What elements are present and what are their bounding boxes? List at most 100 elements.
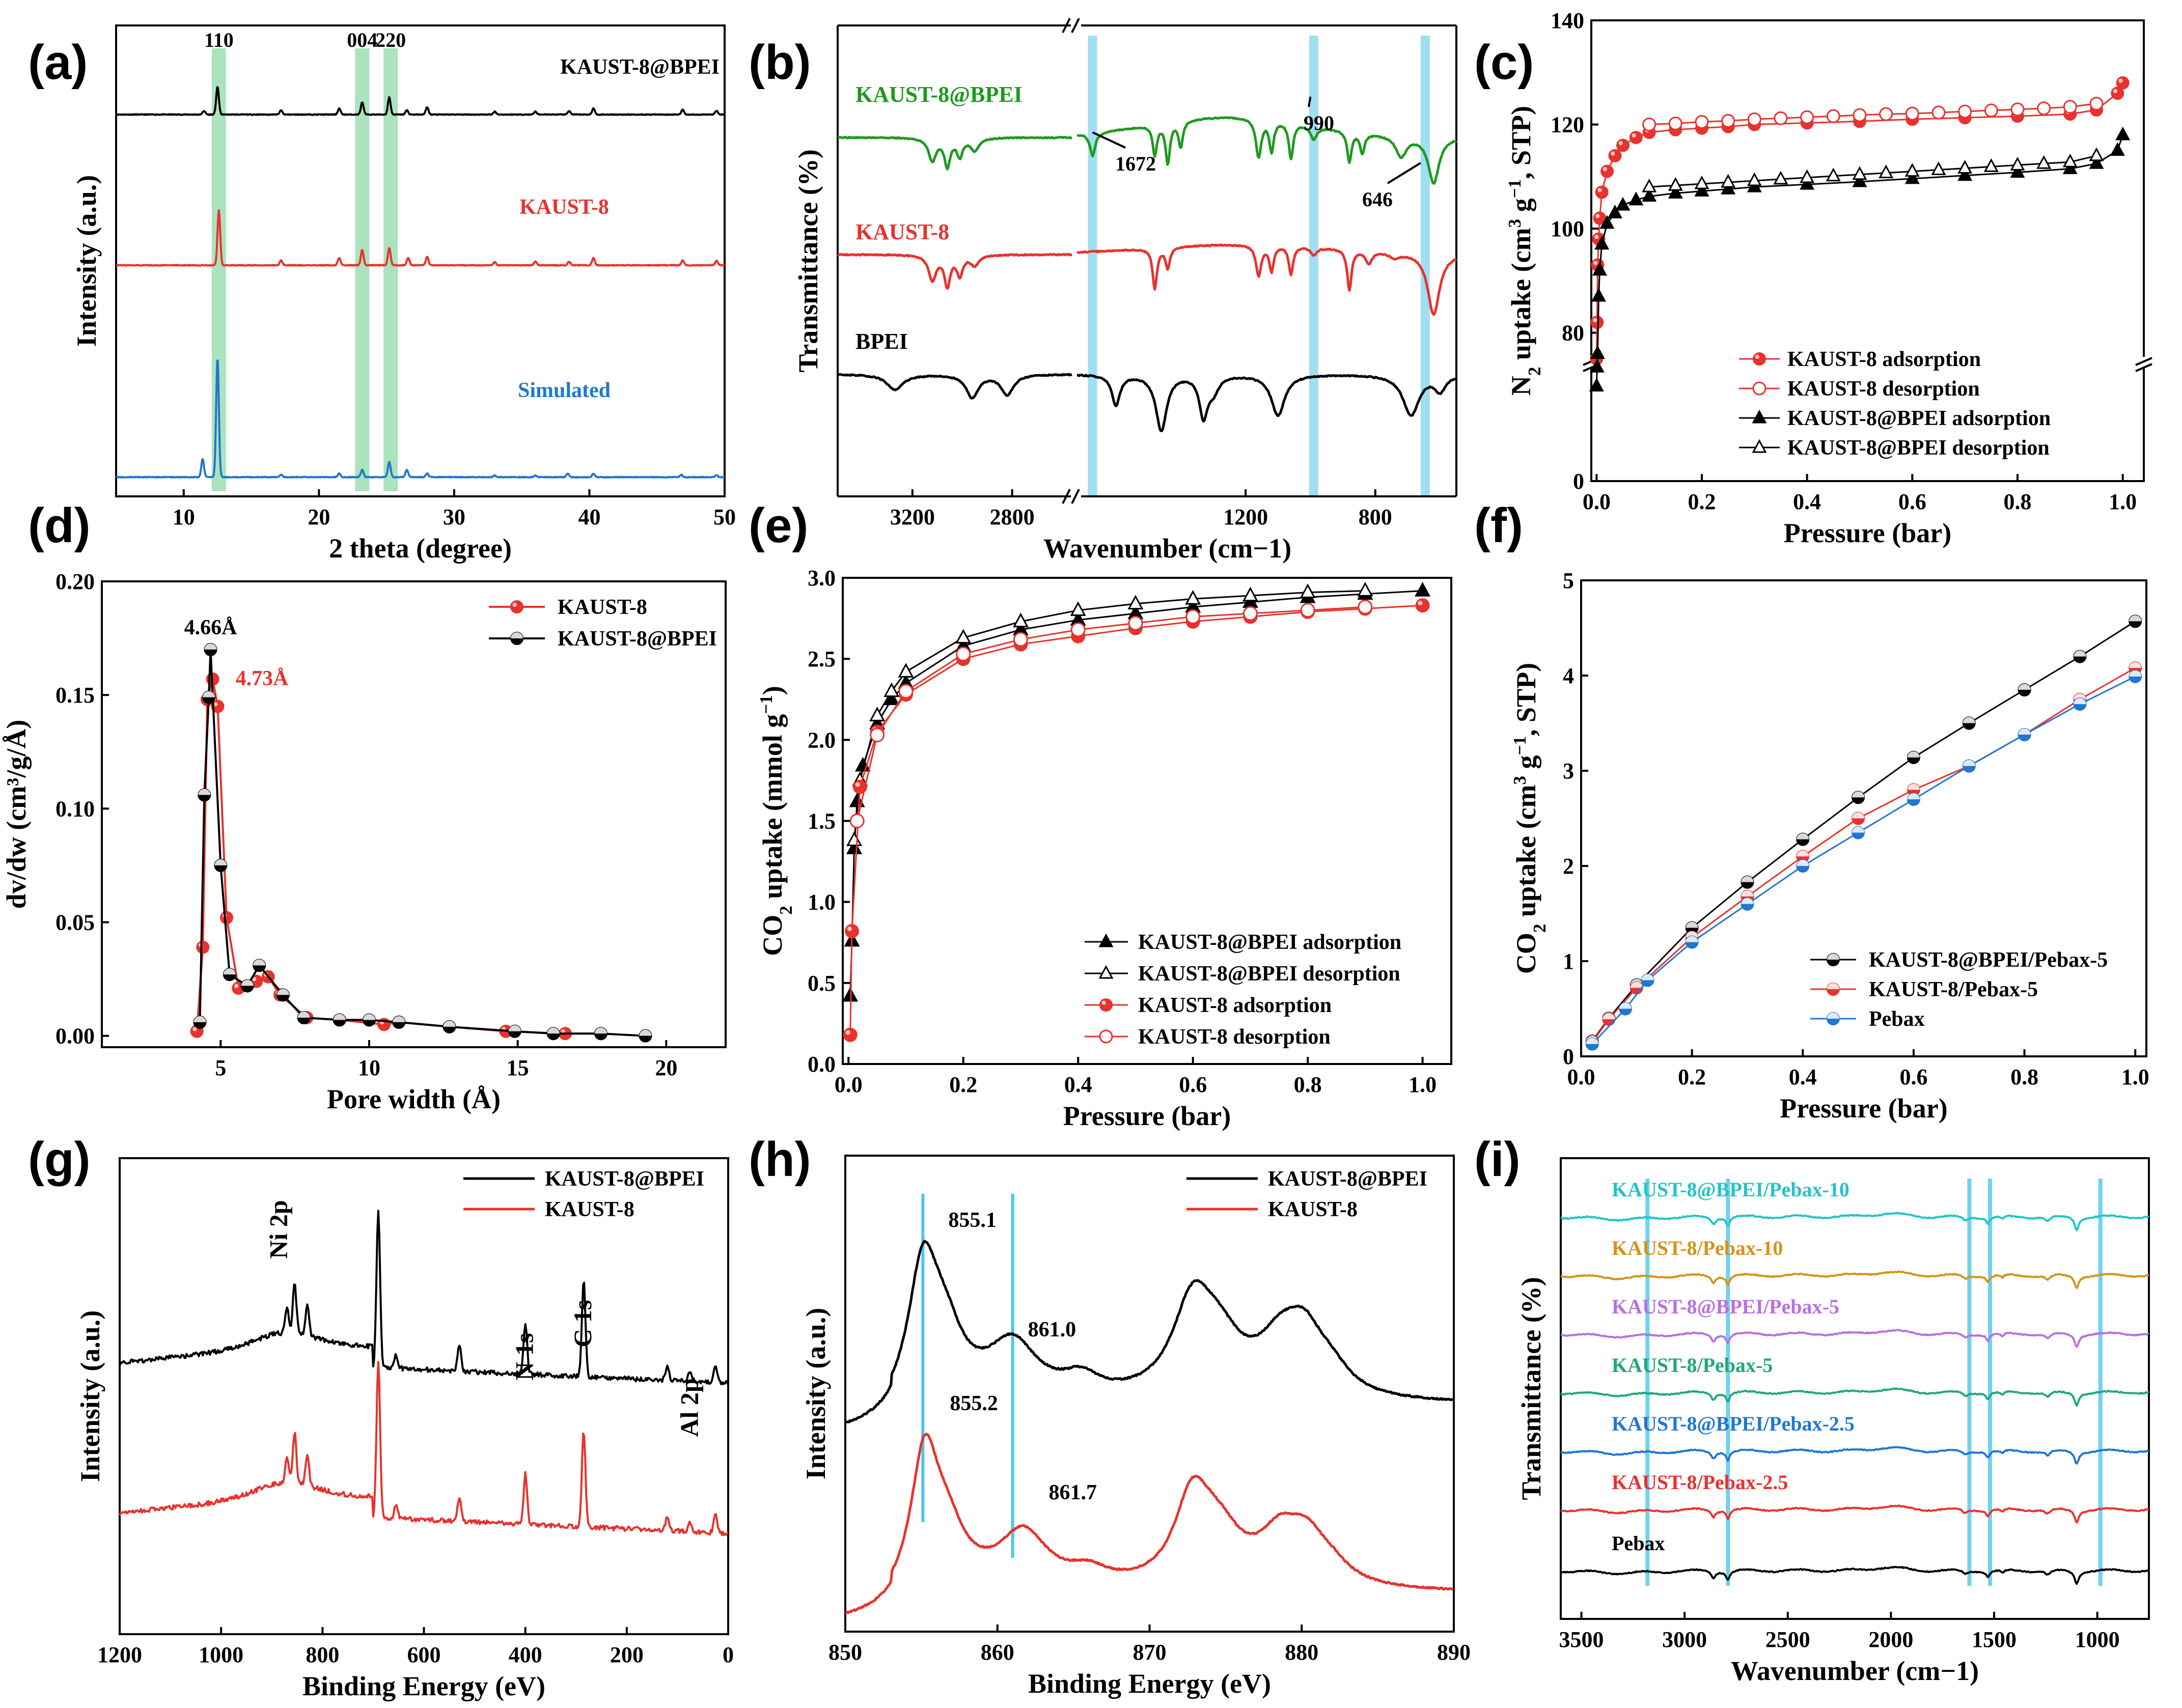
data-point (845, 923, 860, 938)
data-point-half (277, 989, 289, 995)
x-tick-label: 2500 (1765, 1627, 1810, 1652)
x-tick-label: 30 (443, 505, 465, 529)
data-point (1590, 345, 1605, 359)
x-tick-label: 3200 (890, 505, 935, 529)
xrd-series-line (116, 209, 725, 267)
x-tick-label: 880 (1285, 1640, 1318, 1665)
xrd-series-line (116, 86, 725, 116)
data-point-half (508, 1025, 521, 1031)
data-point (1592, 262, 1608, 276)
data-point (2115, 126, 2131, 141)
legend-marker (1753, 352, 1766, 366)
series-label: BPEI (855, 329, 908, 354)
peak-annotation: 1672 (1115, 152, 1156, 175)
y-tick-label: 120 (1551, 113, 1584, 137)
data-point-half (253, 959, 266, 966)
x-tick-label: 0.8 (1294, 1072, 1322, 1097)
data-point-half (1852, 791, 1865, 798)
data-point (1694, 175, 1709, 189)
xps-ni2p-line (845, 1433, 1454, 1614)
data-point (1905, 106, 1919, 121)
x-tick-label: 0.8 (2010, 1065, 2038, 1089)
data-point-shine (234, 984, 239, 988)
annotation-arrow (1387, 162, 1422, 184)
xps-survey-line (119, 1361, 729, 1536)
data-point (1595, 185, 1609, 199)
legend-label: KAUST-8 (545, 1198, 634, 1221)
data-point (1879, 164, 1894, 179)
data-point (1958, 104, 1972, 119)
x-axis-label-f: Pressure (bar) (1780, 1093, 1947, 1124)
series-label: KAUST-8 (519, 195, 609, 219)
data-point (846, 831, 863, 846)
data-point (220, 911, 233, 925)
y-tick-label: 1.5 (808, 809, 836, 834)
data-point-half (2074, 650, 2086, 657)
ftir-series-line (837, 253, 1072, 290)
data-point-shine (1611, 151, 1615, 156)
data-point-half (1852, 826, 1865, 833)
data-point-half (2074, 698, 2086, 705)
data-point-half (1603, 1013, 1615, 1020)
data-point-half (2129, 662, 2142, 668)
peak-annotation: 990 (1304, 111, 1334, 134)
data-point-half (1797, 860, 1809, 866)
ftir-membrane-line (1560, 1387, 2149, 1407)
data-point (1607, 205, 1623, 218)
data-point (1931, 105, 1946, 120)
data-point-half (1641, 974, 1654, 981)
legend-label: KAUST-8@BPEI adsorption (1787, 407, 2051, 430)
data-point (1629, 131, 1643, 145)
y-tick-label: 3.0 (808, 566, 836, 591)
data-point (1668, 177, 1683, 191)
legend-label: KAUST-8 desorption (1138, 1025, 1331, 1049)
data-point-half (393, 1016, 405, 1022)
legend-label: KAUST-8@BPEI (1268, 1167, 1427, 1191)
x-tick-label: 0.4 (1789, 1065, 1817, 1089)
y-tick-label: 2.0 (808, 727, 836, 752)
y-axis-label-d: dv/dw (cm³/g/Å) (1, 720, 32, 909)
data-point-shine (1603, 167, 1607, 172)
legend-marker-half (511, 632, 523, 638)
data-point-shine (192, 1027, 197, 1031)
y-tick-label: 0.00 (56, 1024, 95, 1049)
panel-label-c: (c) (1474, 35, 1534, 90)
data-point (1774, 111, 1788, 125)
y-axis-label-a: Intensity (a.u.) (71, 175, 102, 347)
data-point (1591, 288, 1606, 302)
isotherm-line (856, 606, 1365, 821)
data-point (1694, 183, 1709, 197)
x-axis-label-h: Binding Energy (eV) (1028, 1668, 1271, 1699)
y-axis-label-i: Transmittance (%) (1516, 1277, 1546, 1500)
data-point-half (2129, 670, 2142, 677)
data-point (1594, 236, 1610, 250)
data-point-half (1630, 982, 1643, 988)
data-point-half (1741, 898, 1754, 904)
data-point (1826, 167, 1841, 182)
data-point (1013, 632, 1028, 647)
data-point-shine (213, 702, 218, 707)
data-point (849, 814, 865, 828)
x-tick-label: 800 (1359, 505, 1392, 529)
data-point-half (198, 789, 211, 795)
legend-label: KAUST-8@BPEI/Pebax-5 (1869, 948, 2108, 972)
peak-annotation: C 1s (568, 1300, 597, 1347)
y-tick-label: 0 (1563, 1044, 1574, 1069)
data-point (1615, 197, 1631, 211)
data-point (1773, 171, 1788, 185)
legend-marker-shine (512, 602, 517, 607)
x-tick-label: 870 (1133, 1640, 1167, 1665)
data-point (869, 707, 886, 721)
x-tick-label: 2000 (1868, 1627, 1913, 1652)
data-point (1852, 173, 1867, 187)
data-point (1642, 178, 1657, 192)
legend-marker-half (1827, 954, 1839, 960)
y-tick-label: 1.0 (808, 890, 836, 915)
y-tick-label: 1 (1563, 949, 1574, 974)
data-point (1984, 103, 1998, 118)
data-point (2089, 147, 2104, 161)
legend-marker (1099, 1029, 1113, 1044)
uptake-line (1591, 667, 2136, 1043)
data-point (1415, 582, 1431, 597)
data-point (2062, 153, 2078, 167)
